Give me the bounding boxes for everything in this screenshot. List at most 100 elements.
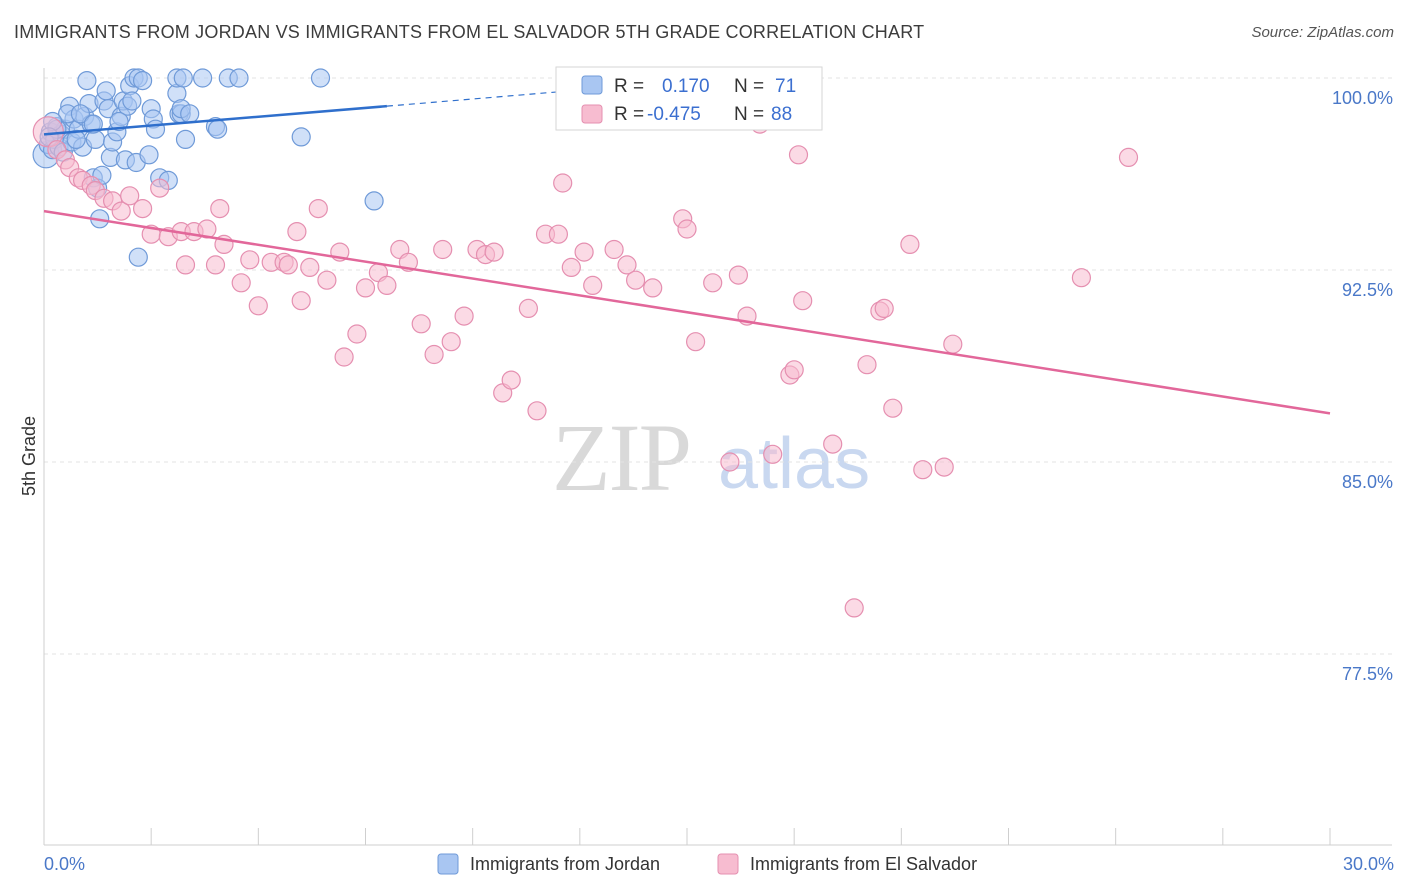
y-tick-label-0: 100.0% [1332,88,1393,108]
trend-lines [43,87,1331,415]
point-jordan [77,70,97,91]
point-salvador [454,306,474,326]
stats-swatch-jordan [581,75,603,95]
point-salvador [527,401,547,421]
point-salvador [377,275,397,295]
point-salvador [433,239,453,260]
y-tick-label-3: 77.5% [1342,664,1393,684]
point-jordan [139,145,159,165]
y-axis-label: 5th Grade [19,416,39,496]
point-jordan [175,129,196,149]
stats-r-value-jordan: 0.170 [662,76,710,97]
y-tick-labels: 100.0% 92.5% 85.0% 77.5% [1332,88,1393,684]
point-salvador [583,275,603,295]
x-tick-marks [43,828,1331,845]
watermark: ZIP atlas [552,404,870,511]
point-salvador [175,255,196,275]
point-salvador [347,324,367,344]
point-salvador [793,291,813,311]
point-salvador [1118,147,1139,167]
point-salvador [857,355,877,375]
point-jordan [364,191,384,211]
point-salvador [643,278,663,298]
point-salvador [763,444,783,464]
trend-line-jordan [43,104,388,136]
point-salvador [685,332,706,352]
point-salvador [291,291,311,311]
y-tick-label-2: 85.0% [1342,472,1393,492]
chart-title: IMMIGRANTS FROM JORDAN VS IMMIGRANTS FRO… [14,22,925,42]
point-jordan [291,127,311,147]
point-salvador [1071,268,1092,288]
legend-swatch-jordan [437,853,459,875]
point-salvador [788,145,809,165]
series-salvador [32,114,1139,618]
point-salvador [728,265,749,285]
point-salvador [553,173,573,193]
legend-label-jordan: Immigrants from Jordan [470,854,660,874]
point-salvador [784,360,804,380]
point-jordan [180,104,200,124]
point-jordan [122,91,142,111]
point-jordan [96,81,116,101]
legend: Immigrants from Jordan Immigrants from E… [437,853,977,875]
point-salvador [355,278,376,298]
point-salvador [150,178,170,198]
stats-box: R = 0.170 N = 71 R = -0.475 N = 88 [555,66,823,131]
point-salvador [120,186,140,206]
stats-n-value-salvador: 88 [771,104,792,125]
point-jordan [173,68,193,88]
stats-r-label-jordan: R = [614,76,644,97]
point-salvador [625,270,646,290]
legend-label-salvador: Immigrants from El Salvador [750,854,977,874]
stats-r-label-salvador: R = [614,104,644,125]
legend-swatch-salvador [717,853,739,875]
point-jordan [66,129,86,149]
point-salvador [248,296,268,316]
point-salvador [334,347,354,367]
point-salvador [308,199,328,219]
stats-n-value-jordan: 71 [775,76,796,97]
point-salvador [720,452,740,472]
point-salvador [240,250,260,270]
point-salvador [934,457,954,477]
point-salvador [874,298,894,318]
point-salvador [424,344,444,365]
stats-r-value-salvador: -0.475 [647,104,701,125]
point-salvador [300,257,320,277]
point-salvador [561,257,581,277]
point-salvador [205,255,226,275]
point-salvador [317,270,337,290]
point-salvador [617,255,637,275]
point-salvador [210,199,230,219]
point-salvador [900,234,920,254]
x-tick-label-max: 30.0% [1343,854,1394,874]
point-salvador [441,332,461,352]
point-salvador [883,398,903,418]
watermark-zip: ZIP [552,404,690,511]
point-jordan [193,68,213,88]
point-salvador [913,460,933,480]
point-jordan [128,247,148,267]
point-jordan [145,119,166,139]
point-salvador [278,255,298,275]
point-salvador [548,224,569,244]
point-jordan [133,70,153,91]
point-jordan [109,111,129,132]
point-salvador [604,239,624,260]
point-jordan [208,119,228,139]
point-salvador [287,222,307,242]
y-tick-label-1: 92.5% [1342,280,1393,300]
point-salvador [411,314,431,334]
point-jordan [310,68,331,88]
watermark-atlas: atlas [718,424,870,504]
point-salvador [703,273,723,293]
point-salvador [231,273,251,293]
stats-n-label-jordan: N = [734,76,764,97]
stats-n-label-salvador: N = [734,104,764,125]
point-salvador [677,219,697,239]
stats-swatch-salvador [581,104,603,124]
point-salvador [574,242,594,262]
point-salvador [518,298,539,318]
